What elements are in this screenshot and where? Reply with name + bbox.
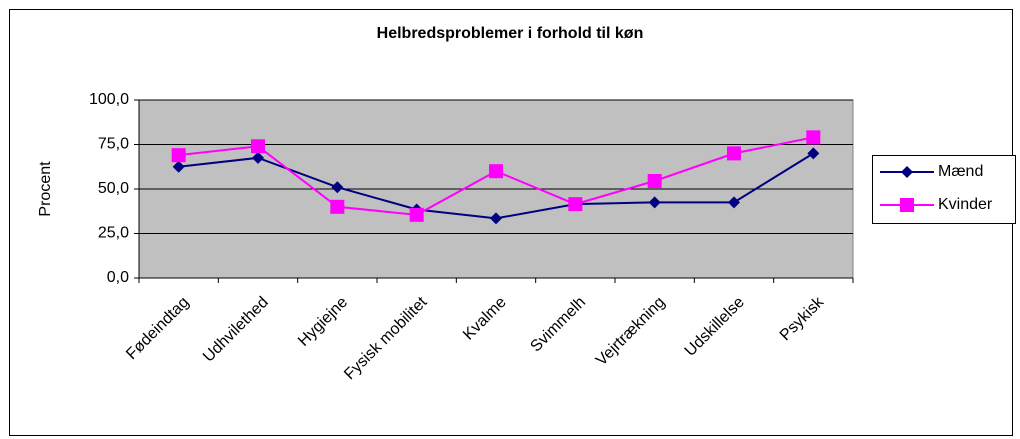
data-point	[807, 147, 820, 160]
y-tick-label: 0,0	[107, 269, 129, 286]
legend-label: Mænd	[938, 163, 983, 180]
data-point	[490, 212, 502, 225]
data-point	[648, 196, 661, 209]
chart-title: Helbredsproblemer i forhold til køn	[377, 25, 644, 42]
y-tick-label: 50,0	[98, 180, 129, 197]
data-point	[331, 181, 344, 194]
data-point	[172, 160, 185, 173]
data-point	[409, 207, 424, 222]
data-point	[568, 197, 583, 212]
data-point	[489, 164, 503, 179]
legend-label: Kvinder	[938, 196, 993, 213]
data-point	[251, 139, 265, 154]
y-tick-label: 75,0	[98, 136, 129, 153]
data-point	[330, 199, 345, 214]
data-point	[171, 148, 186, 163]
y-axis-label: Procent	[37, 161, 54, 217]
y-tick-label: 100,0	[89, 91, 129, 108]
data-point	[252, 151, 264, 164]
legend-marker	[900, 198, 914, 212]
data-point	[647, 173, 662, 188]
data-point	[727, 146, 741, 161]
y-tick-label: 25,0	[98, 225, 129, 242]
data-point	[806, 130, 821, 145]
data-point	[728, 196, 740, 209]
legend-marker	[901, 166, 913, 178]
legend	[872, 155, 1016, 224]
